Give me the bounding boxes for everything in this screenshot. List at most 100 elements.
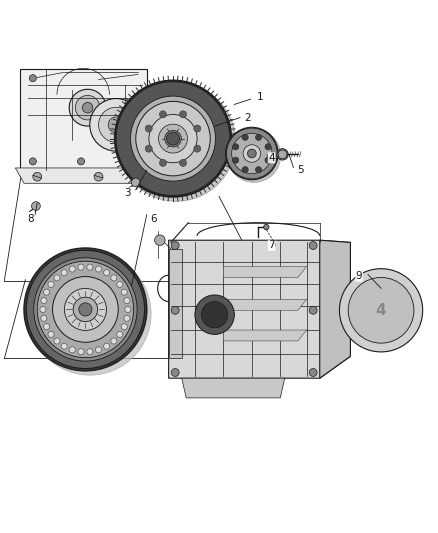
Circle shape <box>195 295 234 334</box>
Circle shape <box>82 102 93 113</box>
Circle shape <box>255 134 261 140</box>
Circle shape <box>41 315 47 321</box>
Text: 4: 4 <box>376 303 386 318</box>
Circle shape <box>145 125 152 132</box>
Polygon shape <box>182 378 285 398</box>
Circle shape <box>339 269 423 352</box>
Circle shape <box>64 288 106 330</box>
Circle shape <box>126 158 133 165</box>
Circle shape <box>171 306 179 314</box>
Circle shape <box>232 133 272 174</box>
Circle shape <box>99 107 134 142</box>
Circle shape <box>243 145 261 162</box>
Circle shape <box>117 281 123 287</box>
Circle shape <box>125 306 131 312</box>
Circle shape <box>61 270 67 276</box>
Circle shape <box>201 302 228 328</box>
Text: 9: 9 <box>356 271 363 281</box>
Circle shape <box>116 82 230 196</box>
Circle shape <box>233 144 239 150</box>
Circle shape <box>69 266 75 272</box>
Circle shape <box>54 338 60 344</box>
Circle shape <box>121 324 127 330</box>
Circle shape <box>309 368 317 376</box>
Circle shape <box>348 278 414 343</box>
Text: 4: 4 <box>268 153 275 163</box>
Polygon shape <box>223 266 307 278</box>
Circle shape <box>264 224 269 230</box>
Circle shape <box>90 99 142 151</box>
Circle shape <box>265 144 271 150</box>
Circle shape <box>226 128 277 179</box>
Circle shape <box>242 167 248 173</box>
Circle shape <box>79 303 92 316</box>
Circle shape <box>43 324 49 330</box>
Circle shape <box>136 101 210 176</box>
Circle shape <box>75 95 100 120</box>
Circle shape <box>41 297 47 304</box>
Circle shape <box>278 150 287 159</box>
Circle shape <box>155 235 165 246</box>
Circle shape <box>247 149 256 158</box>
Circle shape <box>43 289 49 295</box>
Circle shape <box>131 96 215 181</box>
Polygon shape <box>169 249 182 359</box>
Circle shape <box>309 306 317 314</box>
Circle shape <box>29 75 36 82</box>
Circle shape <box>255 167 261 173</box>
Circle shape <box>171 241 179 249</box>
Circle shape <box>32 201 40 211</box>
Circle shape <box>159 124 187 153</box>
Circle shape <box>34 258 137 361</box>
Text: 3: 3 <box>124 188 131 198</box>
Text: 1: 1 <box>257 92 264 102</box>
Circle shape <box>94 172 103 181</box>
Circle shape <box>61 343 67 349</box>
Circle shape <box>226 127 278 180</box>
Circle shape <box>159 111 166 118</box>
Circle shape <box>265 157 271 163</box>
Circle shape <box>69 347 75 353</box>
Circle shape <box>117 83 236 201</box>
Circle shape <box>180 111 187 118</box>
Polygon shape <box>223 330 307 341</box>
Circle shape <box>78 264 84 270</box>
Circle shape <box>130 139 137 146</box>
Text: 6: 6 <box>150 214 157 224</box>
Circle shape <box>73 297 98 322</box>
Polygon shape <box>320 240 350 378</box>
Circle shape <box>180 159 187 166</box>
Polygon shape <box>15 168 151 183</box>
Text: 2: 2 <box>244 112 251 123</box>
Text: 8: 8 <box>27 214 34 224</box>
Circle shape <box>233 157 239 163</box>
Circle shape <box>194 145 201 152</box>
Circle shape <box>69 90 106 126</box>
Circle shape <box>48 281 54 287</box>
Circle shape <box>54 275 60 281</box>
Polygon shape <box>169 240 350 378</box>
Circle shape <box>145 145 152 152</box>
Circle shape <box>95 347 102 353</box>
Circle shape <box>117 332 123 337</box>
Circle shape <box>108 117 124 133</box>
Circle shape <box>26 251 145 368</box>
Circle shape <box>131 178 140 187</box>
Circle shape <box>53 277 118 342</box>
Circle shape <box>242 134 248 140</box>
Circle shape <box>103 270 110 276</box>
Circle shape <box>115 80 231 197</box>
Circle shape <box>111 275 117 281</box>
Circle shape <box>124 297 130 304</box>
Circle shape <box>277 149 288 160</box>
Circle shape <box>166 132 180 145</box>
Circle shape <box>227 129 281 182</box>
Circle shape <box>194 125 201 132</box>
Circle shape <box>40 306 46 312</box>
Circle shape <box>78 349 84 355</box>
Circle shape <box>124 315 130 321</box>
Circle shape <box>165 130 181 147</box>
Text: 5: 5 <box>297 165 304 175</box>
Circle shape <box>103 343 110 349</box>
Circle shape <box>29 158 36 165</box>
